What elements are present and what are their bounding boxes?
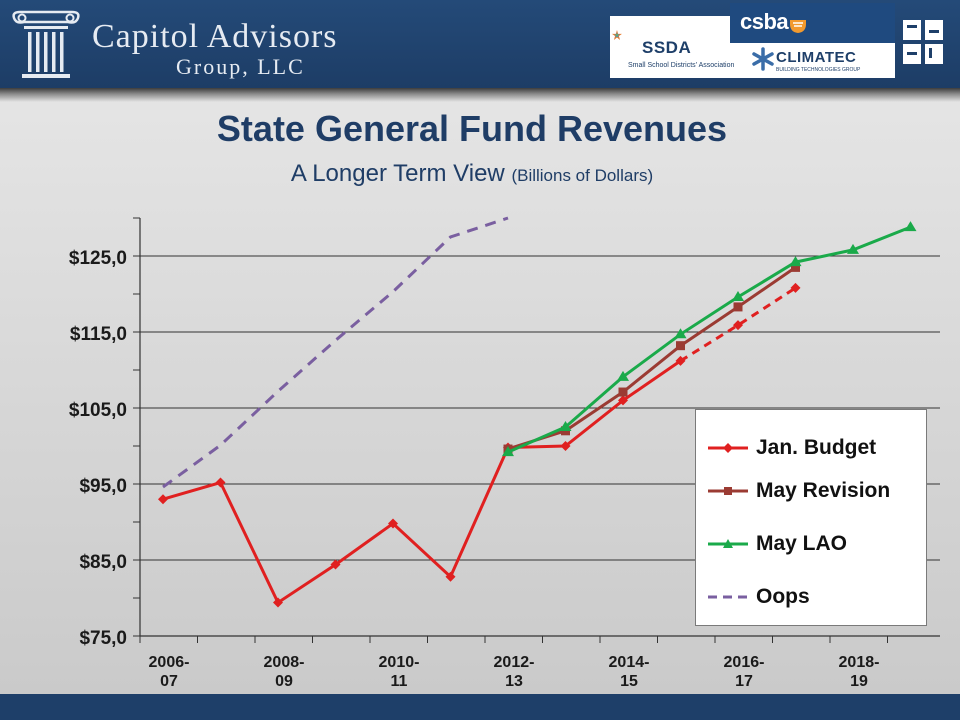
x-tick-label-6-bottom: 13 <box>505 673 523 690</box>
point-may-revision-2017-18 <box>791 262 800 272</box>
point-may-lao-2017-18 <box>789 256 802 267</box>
legend-label-may-revision: May Revision <box>756 479 891 502</box>
y-tick-label-105: $105,0 <box>69 400 127 421</box>
label-layer: $75,0 $85,0 $95,0 $105,0 $115,0 $125,0 2006- 07… <box>69 248 880 690</box>
point-jan-budget-2014-15 <box>618 395 628 406</box>
legend-item-may-revision: May Revision <box>708 476 890 506</box>
point-may-lao-2012-13 <box>502 446 514 457</box>
x-tick-label-2-bottom: 09 <box>275 673 293 690</box>
chart-subtitle: A Longer Term View (Billions of Dollars) <box>0 160 944 188</box>
series-oops <box>162 216 509 489</box>
x-tick-label-4-bottom: 11 <box>391 673 408 690</box>
point-may-lao-2015-16 <box>674 328 687 339</box>
x-tick-label-4-top: 2010- <box>379 654 420 671</box>
legend-label-may-lao: May LAO <box>756 532 848 555</box>
chart-title: State General Fund Revenues <box>216 108 728 149</box>
csba-name: csba <box>740 9 789 34</box>
acsa-grid-icon <box>903 20 943 64</box>
x-tick-label-10-bottom: 17 <box>735 673 753 690</box>
x-tick-label-6-top: 2012- <box>494 654 535 671</box>
point-jan-budget-2010-11 <box>388 518 398 529</box>
y-tick-label-85: $85,0 <box>79 552 127 573</box>
series-layer <box>158 216 917 608</box>
y-tick-label-115: $115,0 <box>70 324 127 345</box>
point-may-revision-2014-15 <box>618 387 628 397</box>
climatec-star-icon <box>752 47 774 71</box>
point-may-lao-2014-15 <box>617 370 629 381</box>
point-may-lao-2016-17 <box>732 291 744 302</box>
legend-item-may-lao: May LAO <box>708 529 847 559</box>
series-may-lao <box>502 221 917 457</box>
legend-swatch-may-lao <box>708 539 748 548</box>
climatec-name: CLIMATEC <box>776 49 857 66</box>
legend-item-oops: Oops <box>708 582 810 612</box>
point-jan-budget-2017-18 <box>790 282 801 293</box>
point-may-lao-2013-14 <box>559 421 572 431</box>
point-jan-budget-2011-12 <box>445 571 456 582</box>
ssda-name: SSDA <box>642 38 692 57</box>
legend-label-jan-budget: Jan. Budget <box>756 436 877 459</box>
legend-swatch-jan-budget <box>708 443 748 453</box>
x-tick-label-12-top: 2018- <box>839 654 880 671</box>
chart-subtitle-main: A Longer Term View <box>290 160 505 187</box>
point-may-lao-2019-20 <box>904 221 917 232</box>
ssda-star-icon <box>612 29 622 40</box>
x-tick-label-8-top: 2014- <box>609 654 650 671</box>
chart-subtitle-note: (Billions of Dollars) <box>511 166 654 185</box>
column-pillar-icon <box>12 10 80 78</box>
point-jan-budget-2013-14 <box>560 441 571 451</box>
legend-swatch-may-revision <box>708 487 748 495</box>
axis-layer <box>133 217 940 643</box>
company-name-line2: Group, LLC <box>176 54 305 79</box>
point-jan-budget-2008-09 <box>273 597 283 608</box>
x-tick-label-8-bottom: 15 <box>620 673 638 690</box>
x-tick-label-12-bottom: 19 <box>850 673 868 690</box>
csba-mark-icon <box>790 20 806 33</box>
point-jan-budget-2015-16 <box>675 355 686 366</box>
y-tick-label-125: $125,0 <box>69 248 127 269</box>
csba-logo-background <box>730 3 895 43</box>
series-line-dashed-jan-budget <box>679 286 797 363</box>
company-name-line1: Capitol Advisors <box>92 18 338 55</box>
series-line-may-revision <box>507 266 797 451</box>
ssda-subtitle: Small School Districts' Association <box>628 62 735 69</box>
point-jan-budget-2006-07 <box>158 494 168 505</box>
series-line-oops <box>162 216 509 489</box>
chart-legend: Jan. Budget May Revision May LAO Oops <box>695 409 927 626</box>
climatec-subtitle: BUILDING TECHNOLOGIES GROUP <box>776 67 861 73</box>
legend-swatch-oops <box>708 595 748 599</box>
point-may-revision-2016-17 <box>733 302 743 312</box>
x-tick-label-0-top: 2006- <box>149 654 190 671</box>
point-jan-budget-2016-17 <box>733 320 743 331</box>
point-jan-budget-2009-10 <box>330 559 341 570</box>
legend-label-oops: Oops <box>756 585 810 608</box>
y-tick-label-95: $95,0 <box>79 476 127 497</box>
y-tick-label-75: $75,0 <box>79 628 127 649</box>
legend-item-jan-budget: Jan. Budget <box>708 433 876 463</box>
point-jan-budget-2007-08 <box>215 477 226 488</box>
point-may-revision-2015-16 <box>676 341 685 351</box>
series-line-may-lao <box>507 225 912 454</box>
x-tick-label-2-top: 2008- <box>264 654 305 671</box>
point-may-lao-2018-19 <box>847 243 859 254</box>
series-line-solid-jan-budget <box>162 359 682 605</box>
header-shadow <box>0 88 960 102</box>
x-tick-label-0-bottom: 07 <box>160 673 178 690</box>
footer-bar <box>0 694 960 720</box>
x-tick-label-10-top: 2016- <box>724 654 765 671</box>
ssda-logo-background <box>610 16 744 78</box>
